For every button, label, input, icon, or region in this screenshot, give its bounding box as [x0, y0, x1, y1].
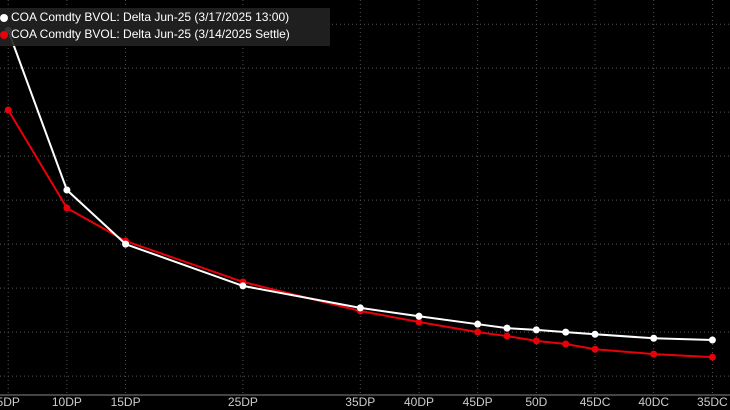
point: [503, 332, 511, 340]
x-tick-label: 45DP: [463, 395, 493, 409]
point: [63, 204, 71, 212]
point: [650, 350, 658, 358]
legend-marker: [0, 14, 8, 22]
x-tick-label: 45DC: [580, 395, 611, 409]
point: [650, 334, 658, 342]
point: [503, 324, 511, 332]
legend: COA Comdty BVOL: Delta Jun-25 (3/17/2025…: [0, 8, 330, 46]
x-tick-label: 40DC: [638, 395, 669, 409]
point: [356, 304, 364, 312]
legend-label: COA Comdty BVOL: Delta Jun-25 (3/14/2025…: [11, 27, 290, 41]
point: [532, 326, 540, 334]
x-tick-label: 15DP: [111, 395, 141, 409]
point: [474, 328, 482, 336]
point: [4, 106, 12, 114]
legend-marker: [0, 31, 8, 39]
legend-box: [0, 8, 330, 46]
x-tick-label: 5DP: [0, 395, 20, 409]
x-tick-label: 10DP: [52, 395, 82, 409]
x-tick-label: 35DP: [345, 395, 375, 409]
point: [63, 186, 71, 194]
point: [591, 330, 599, 338]
x-tick-label: 25DP: [228, 395, 258, 409]
legend-label: COA Comdty BVOL: Delta Jun-25 (3/17/2025…: [11, 10, 289, 24]
point: [239, 282, 247, 290]
point: [562, 328, 570, 336]
point: [474, 320, 482, 328]
point: [415, 318, 423, 326]
point: [122, 240, 130, 248]
point: [591, 345, 599, 353]
point: [708, 336, 716, 344]
x-tick-label: 50D: [525, 395, 547, 409]
point: [415, 312, 423, 320]
x-tick-label: 35DC: [697, 395, 728, 409]
point: [708, 353, 716, 361]
point: [532, 337, 540, 345]
point: [562, 340, 570, 348]
x-tick-label: 40DP: [404, 395, 434, 409]
